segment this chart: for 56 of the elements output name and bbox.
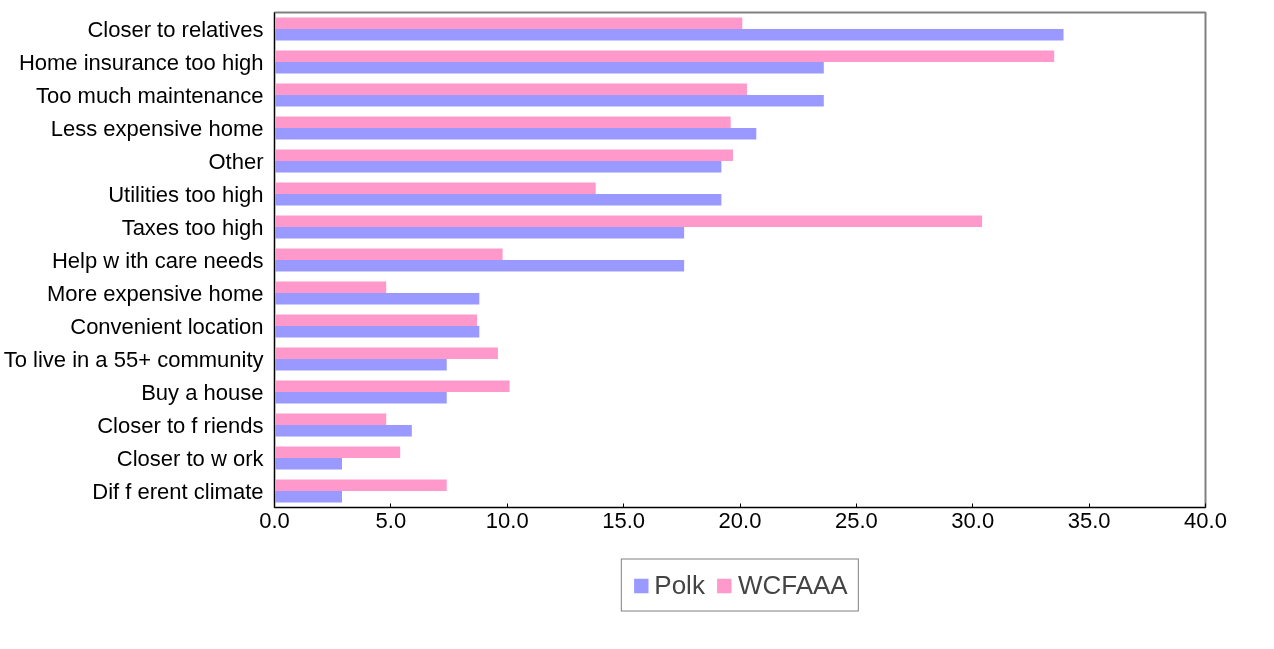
y-tick-label: Dif f erent climate: [92, 478, 264, 504]
bar: [274, 227, 685, 239]
x-tick-label: 20.0: [718, 507, 762, 533]
y-tick-label: Home insurance too high: [18, 49, 264, 75]
bar: [274, 326, 480, 338]
x-tick-label: 25.0: [834, 507, 878, 533]
x-tick-label: 10.0: [485, 507, 529, 533]
bar: [274, 194, 722, 206]
y-tick-label: Closer to relatives: [87, 16, 264, 42]
y-tick-label: Utilities too high: [108, 181, 264, 207]
bar: [274, 380, 510, 392]
y-tick-label: Taxes too high: [121, 214, 264, 240]
x-tick-label: 30.0: [951, 507, 995, 533]
y-tick-label: Less expensive home: [50, 115, 264, 141]
bar: [274, 281, 387, 293]
bar: [274, 314, 477, 326]
y-tick-label: Closer to f riends: [97, 412, 264, 438]
bar: [274, 425, 412, 437]
bar: [274, 248, 503, 260]
y-tick-label: Help w ith care needs: [51, 247, 264, 273]
bar: [274, 479, 447, 491]
bar: [274, 149, 734, 161]
bar: [274, 260, 685, 272]
legend-label: WCFAAA: [737, 569, 848, 601]
bar: [274, 347, 498, 359]
bar: [274, 458, 342, 470]
bar: [274, 413, 387, 425]
bar: [274, 491, 342, 503]
bar: [274, 116, 731, 128]
bar: [274, 215, 983, 227]
bar: [274, 293, 480, 305]
bar: [274, 359, 447, 371]
y-tick-label: Too much maintenance: [36, 82, 264, 108]
y-tick-label: More expensive home: [47, 280, 264, 306]
y-tick-label: Closer to w ork: [116, 445, 265, 471]
y-tick-label: To live in a 55+ community: [3, 346, 264, 372]
x-tick-label: 0.0: [259, 507, 290, 533]
y-tick-label: Other: [208, 148, 264, 174]
x-tick-label: 15.0: [602, 507, 646, 533]
bar: [274, 17, 743, 29]
bar: [274, 161, 722, 173]
x-tick-label: 35.0: [1067, 507, 1111, 533]
x-tick-label: 5.0: [375, 507, 407, 533]
bar: [274, 392, 447, 404]
bar: [274, 95, 824, 107]
bar: [274, 182, 596, 194]
y-tick-label: Buy a house: [141, 379, 264, 405]
x-tick-label: 40.0: [1184, 507, 1227, 533]
legend-label: Polk: [654, 569, 705, 601]
bar: [274, 446, 401, 458]
y-tick-label: Convenient location: [70, 313, 264, 339]
bar: [274, 29, 1064, 41]
bar: [274, 83, 747, 95]
bar: [274, 128, 757, 140]
bar: [274, 62, 824, 74]
bar: [274, 50, 1055, 62]
